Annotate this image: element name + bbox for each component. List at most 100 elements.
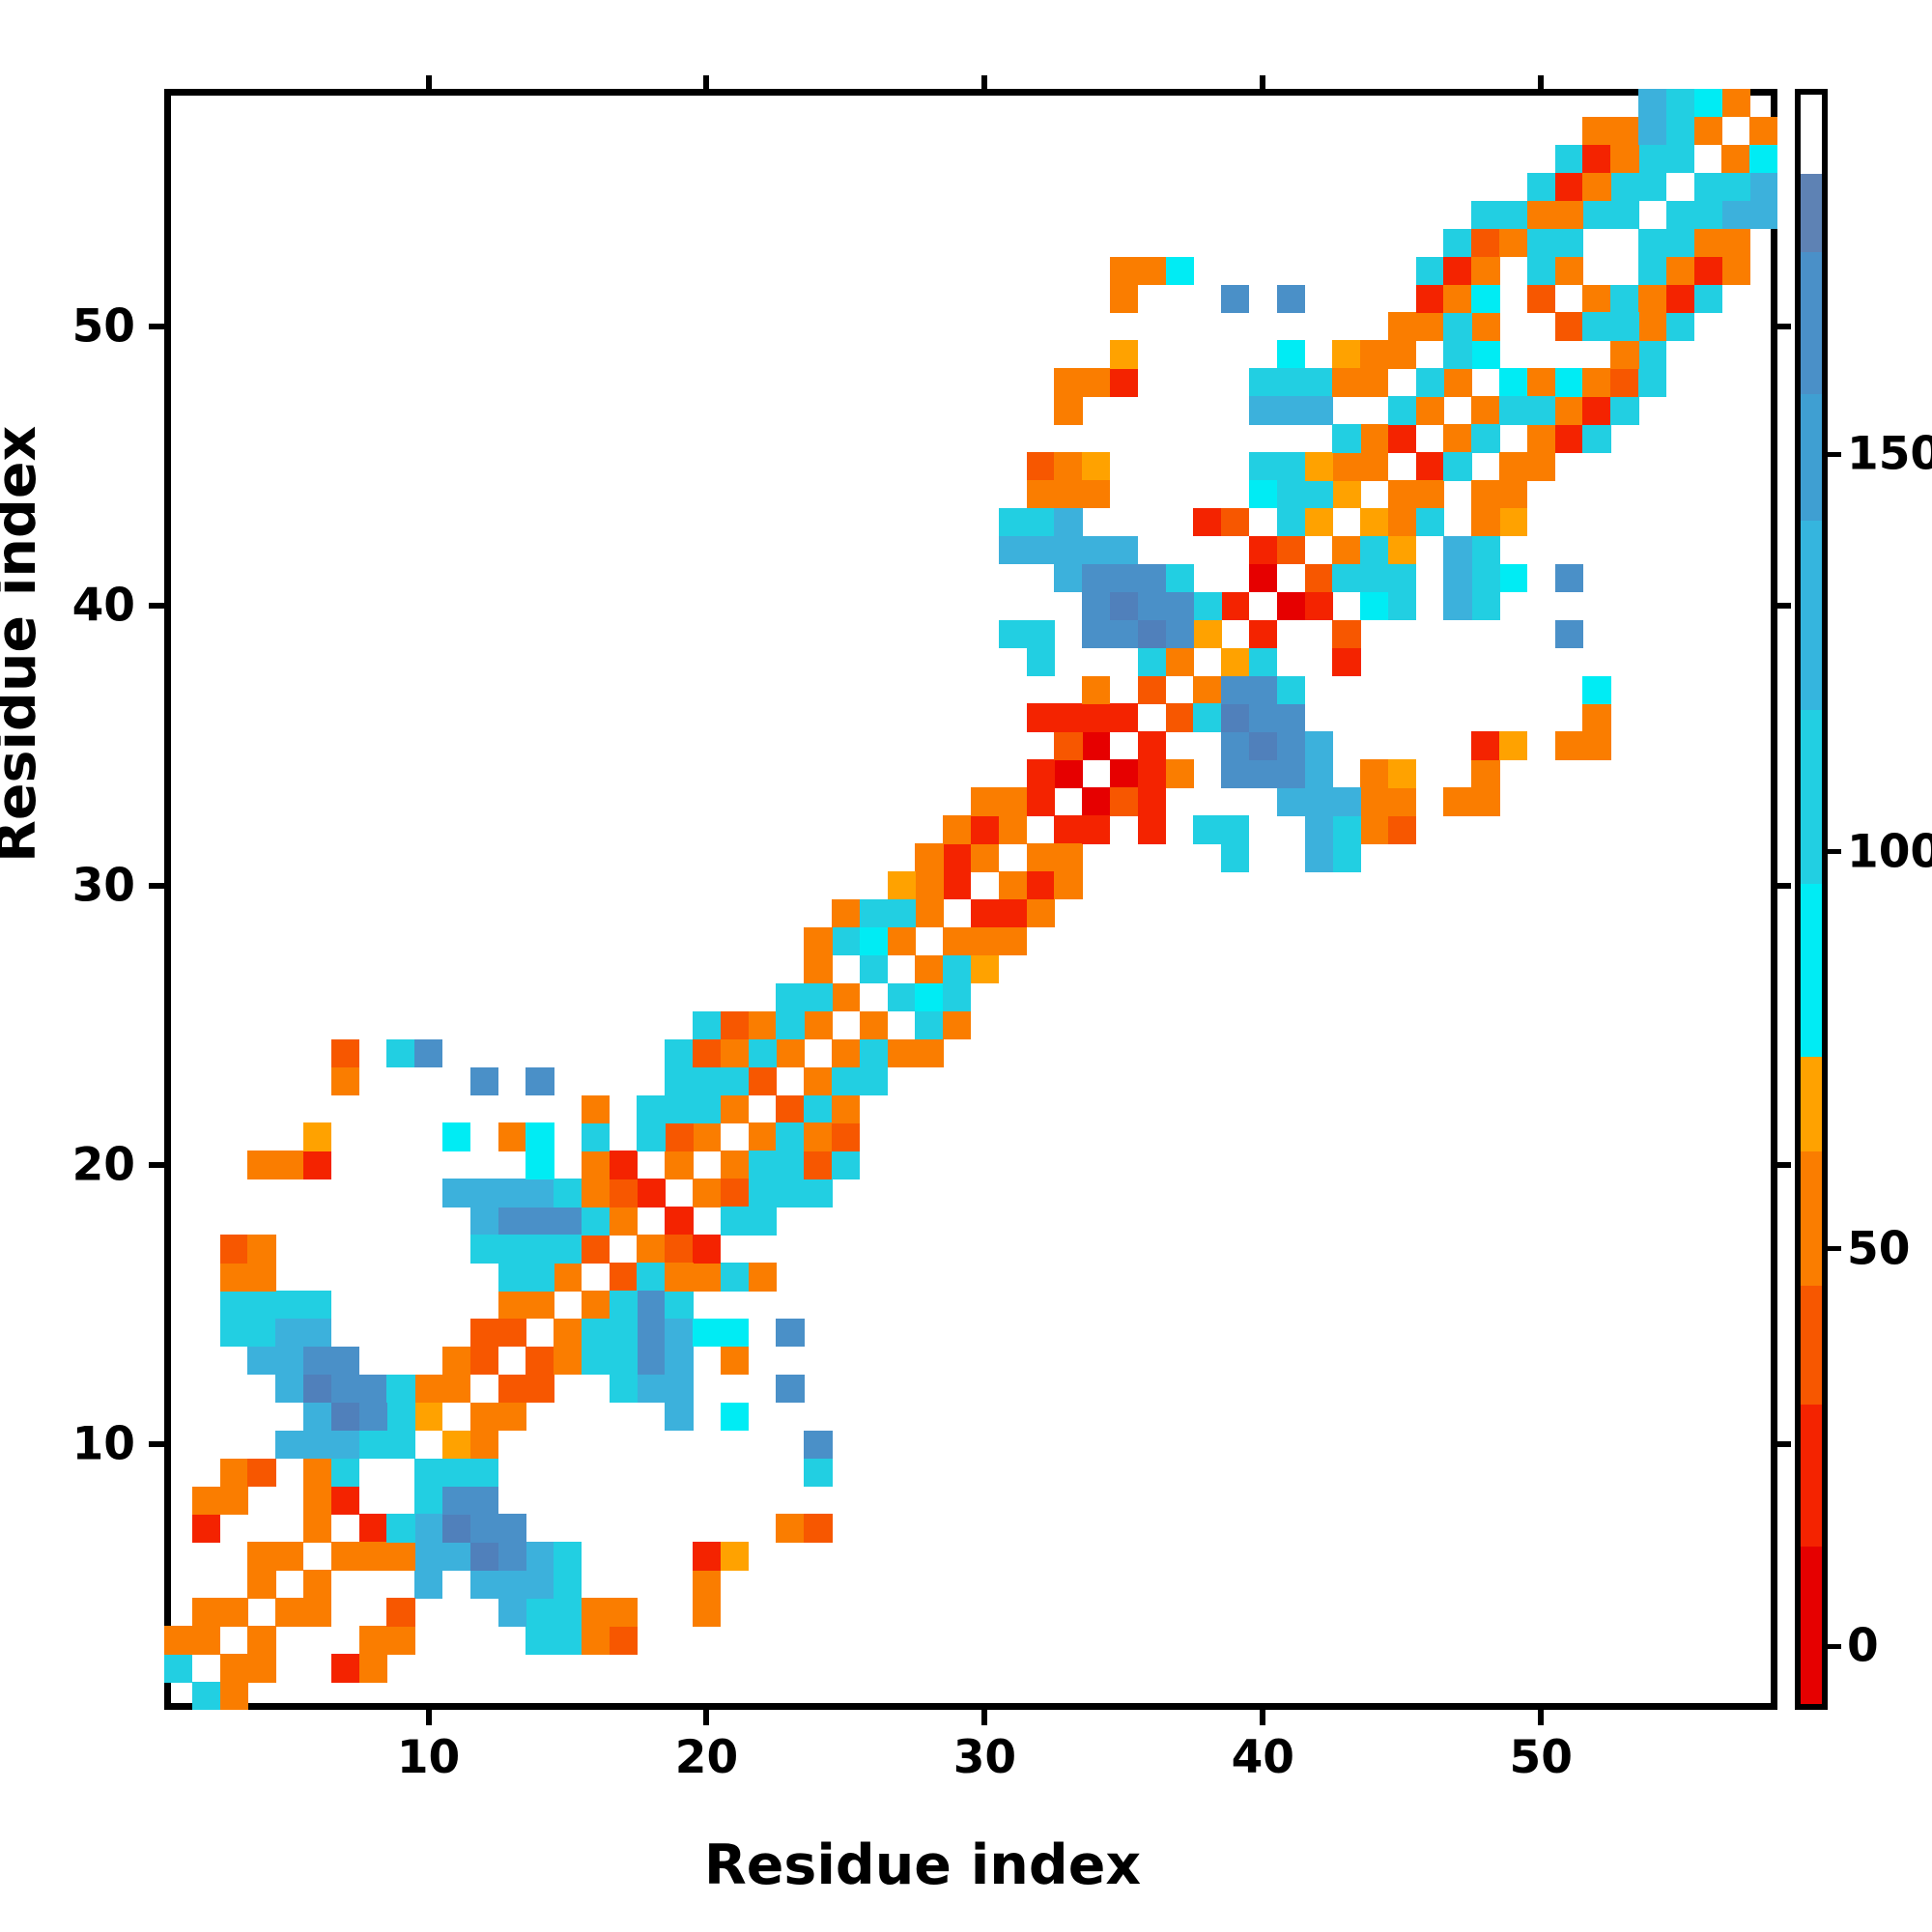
- heatmap-cell: [693, 1598, 722, 1627]
- heatmap-cell: [1443, 256, 1472, 285]
- heatmap-cell: [665, 1122, 694, 1151]
- heatmap-cell: [804, 1151, 833, 1179]
- heatmap-cell: [302, 1374, 332, 1404]
- heatmap-cell: [1443, 228, 1472, 258]
- heatmap-cell: [469, 1066, 498, 1095]
- heatmap-cell: [1638, 284, 1667, 313]
- heatmap-cell: [1610, 200, 1639, 230]
- heatmap-cell: [1054, 452, 1083, 481]
- heatmap-cell: [526, 1626, 554, 1655]
- heatmap-cell: [1360, 452, 1389, 481]
- heatmap-cell: [497, 1318, 526, 1348]
- heatmap-cell: [1582, 396, 1611, 425]
- heatmap-cell: [497, 1402, 526, 1432]
- heatmap-cell: [1526, 284, 1556, 313]
- heatmap-cell: [1638, 368, 1667, 397]
- heatmap-cell: [330, 1542, 360, 1571]
- heatmap-cell: [1109, 591, 1139, 621]
- heatmap-cell: [1082, 703, 1111, 732]
- heatmap-cell: [1582, 675, 1611, 704]
- heatmap-cell: [191, 1626, 221, 1655]
- heatmap-cell: [1499, 396, 1528, 425]
- heatmap-cell: [832, 982, 861, 1012]
- heatmap-cell: [637, 1235, 666, 1264]
- heatmap-cell: [497, 1542, 526, 1571]
- heatmap-cell: [804, 1179, 833, 1208]
- heatmap-cell: [386, 1402, 415, 1432]
- tick-mark: [1777, 882, 1791, 889]
- heatmap-cell: [330, 1038, 360, 1068]
- heatmap-cell: [1332, 480, 1361, 509]
- heatmap-cell: [358, 1626, 387, 1655]
- heatmap-cell: [609, 1291, 638, 1320]
- heatmap-cell: [1221, 843, 1250, 872]
- heatmap-cell: [1582, 116, 1611, 146]
- heatmap-cell: [1304, 815, 1333, 844]
- tick-mark: [149, 1441, 164, 1448]
- heatmap-cell: [247, 1151, 276, 1179]
- heatmap-cell: [302, 1151, 332, 1179]
- heatmap-cell: [776, 982, 805, 1012]
- heatmap-cell: [497, 1291, 526, 1320]
- x-axis-title: Residue index: [703, 1833, 1142, 1897]
- heatmap-cell: [526, 1346, 554, 1376]
- heatmap-cell: [469, 1235, 498, 1264]
- heatmap-cell: [330, 1402, 360, 1432]
- heatmap-cell: [441, 1179, 471, 1208]
- heatmap-cell: [219, 1458, 248, 1488]
- heatmap-cell: [665, 1291, 694, 1320]
- heatmap-cell: [1749, 172, 1778, 202]
- heatmap-cell: [776, 1514, 805, 1543]
- tick-mark: [703, 75, 710, 89]
- colorbar-tick-label: 150: [1847, 427, 1932, 481]
- heatmap-cell: [804, 1010, 833, 1040]
- heatmap-cell: [275, 1598, 304, 1627]
- heatmap-cell: [1276, 759, 1305, 788]
- heatmap-cell: [609, 1151, 638, 1179]
- heatmap-cell: [469, 1514, 498, 1543]
- heatmap-cell: [358, 1514, 387, 1543]
- heatmap-cell: [1443, 563, 1472, 593]
- heatmap-cell: [1332, 535, 1361, 565]
- heatmap-cell: [998, 899, 1028, 928]
- heatmap-cell: [414, 1402, 443, 1432]
- heatmap-cell: [1443, 424, 1472, 453]
- heatmap-cell: [1137, 619, 1167, 649]
- heatmap-cell: [1109, 340, 1139, 369]
- heatmap-cell: [1610, 144, 1639, 174]
- heatmap-cell: [414, 1374, 443, 1404]
- heatmap-cell: [497, 1598, 526, 1627]
- heatmap-cell: [665, 1094, 694, 1123]
- heatmap-cell: [526, 1291, 554, 1320]
- heatmap-cell: [1638, 340, 1667, 369]
- heatmap-cell: [609, 1207, 638, 1236]
- heatmap-cell: [1109, 563, 1139, 593]
- heatmap-cell: [302, 1570, 332, 1599]
- y-tick-label: 10: [71, 1417, 135, 1471]
- heatmap-cell: [887, 871, 916, 900]
- colorbar-tick-label: 0: [1847, 1619, 1879, 1673]
- heatmap-cell: [609, 1318, 638, 1348]
- heatmap-cell: [720, 1066, 750, 1095]
- heatmap-cell: [1248, 563, 1278, 593]
- heatmap-cell: [414, 1486, 443, 1515]
- heatmap-cell: [526, 1066, 554, 1095]
- heatmap-cell: [1082, 731, 1111, 760]
- heatmap-cell: [1054, 480, 1083, 509]
- heatmap-cell: [554, 1570, 582, 1599]
- colorbar-segment: [1801, 521, 1822, 710]
- heatmap-cell: [1665, 256, 1695, 285]
- heatmap-cell: [247, 1291, 276, 1320]
- heatmap-cell: [665, 1207, 694, 1236]
- heatmap-cell: [748, 1179, 777, 1208]
- heatmap-cell: [526, 1374, 554, 1404]
- heatmap-cell: [1054, 396, 1083, 425]
- heatmap-cell: [1749, 200, 1778, 230]
- heatmap-cell: [302, 1291, 332, 1320]
- heatmap-cell: [1082, 480, 1111, 509]
- heatmap-cell: [998, 535, 1028, 565]
- heatmap-cell: [1582, 368, 1611, 397]
- heatmap-cell: [1332, 563, 1361, 593]
- heatmap-cell: [164, 1654, 193, 1683]
- heatmap-cell: [1054, 871, 1083, 900]
